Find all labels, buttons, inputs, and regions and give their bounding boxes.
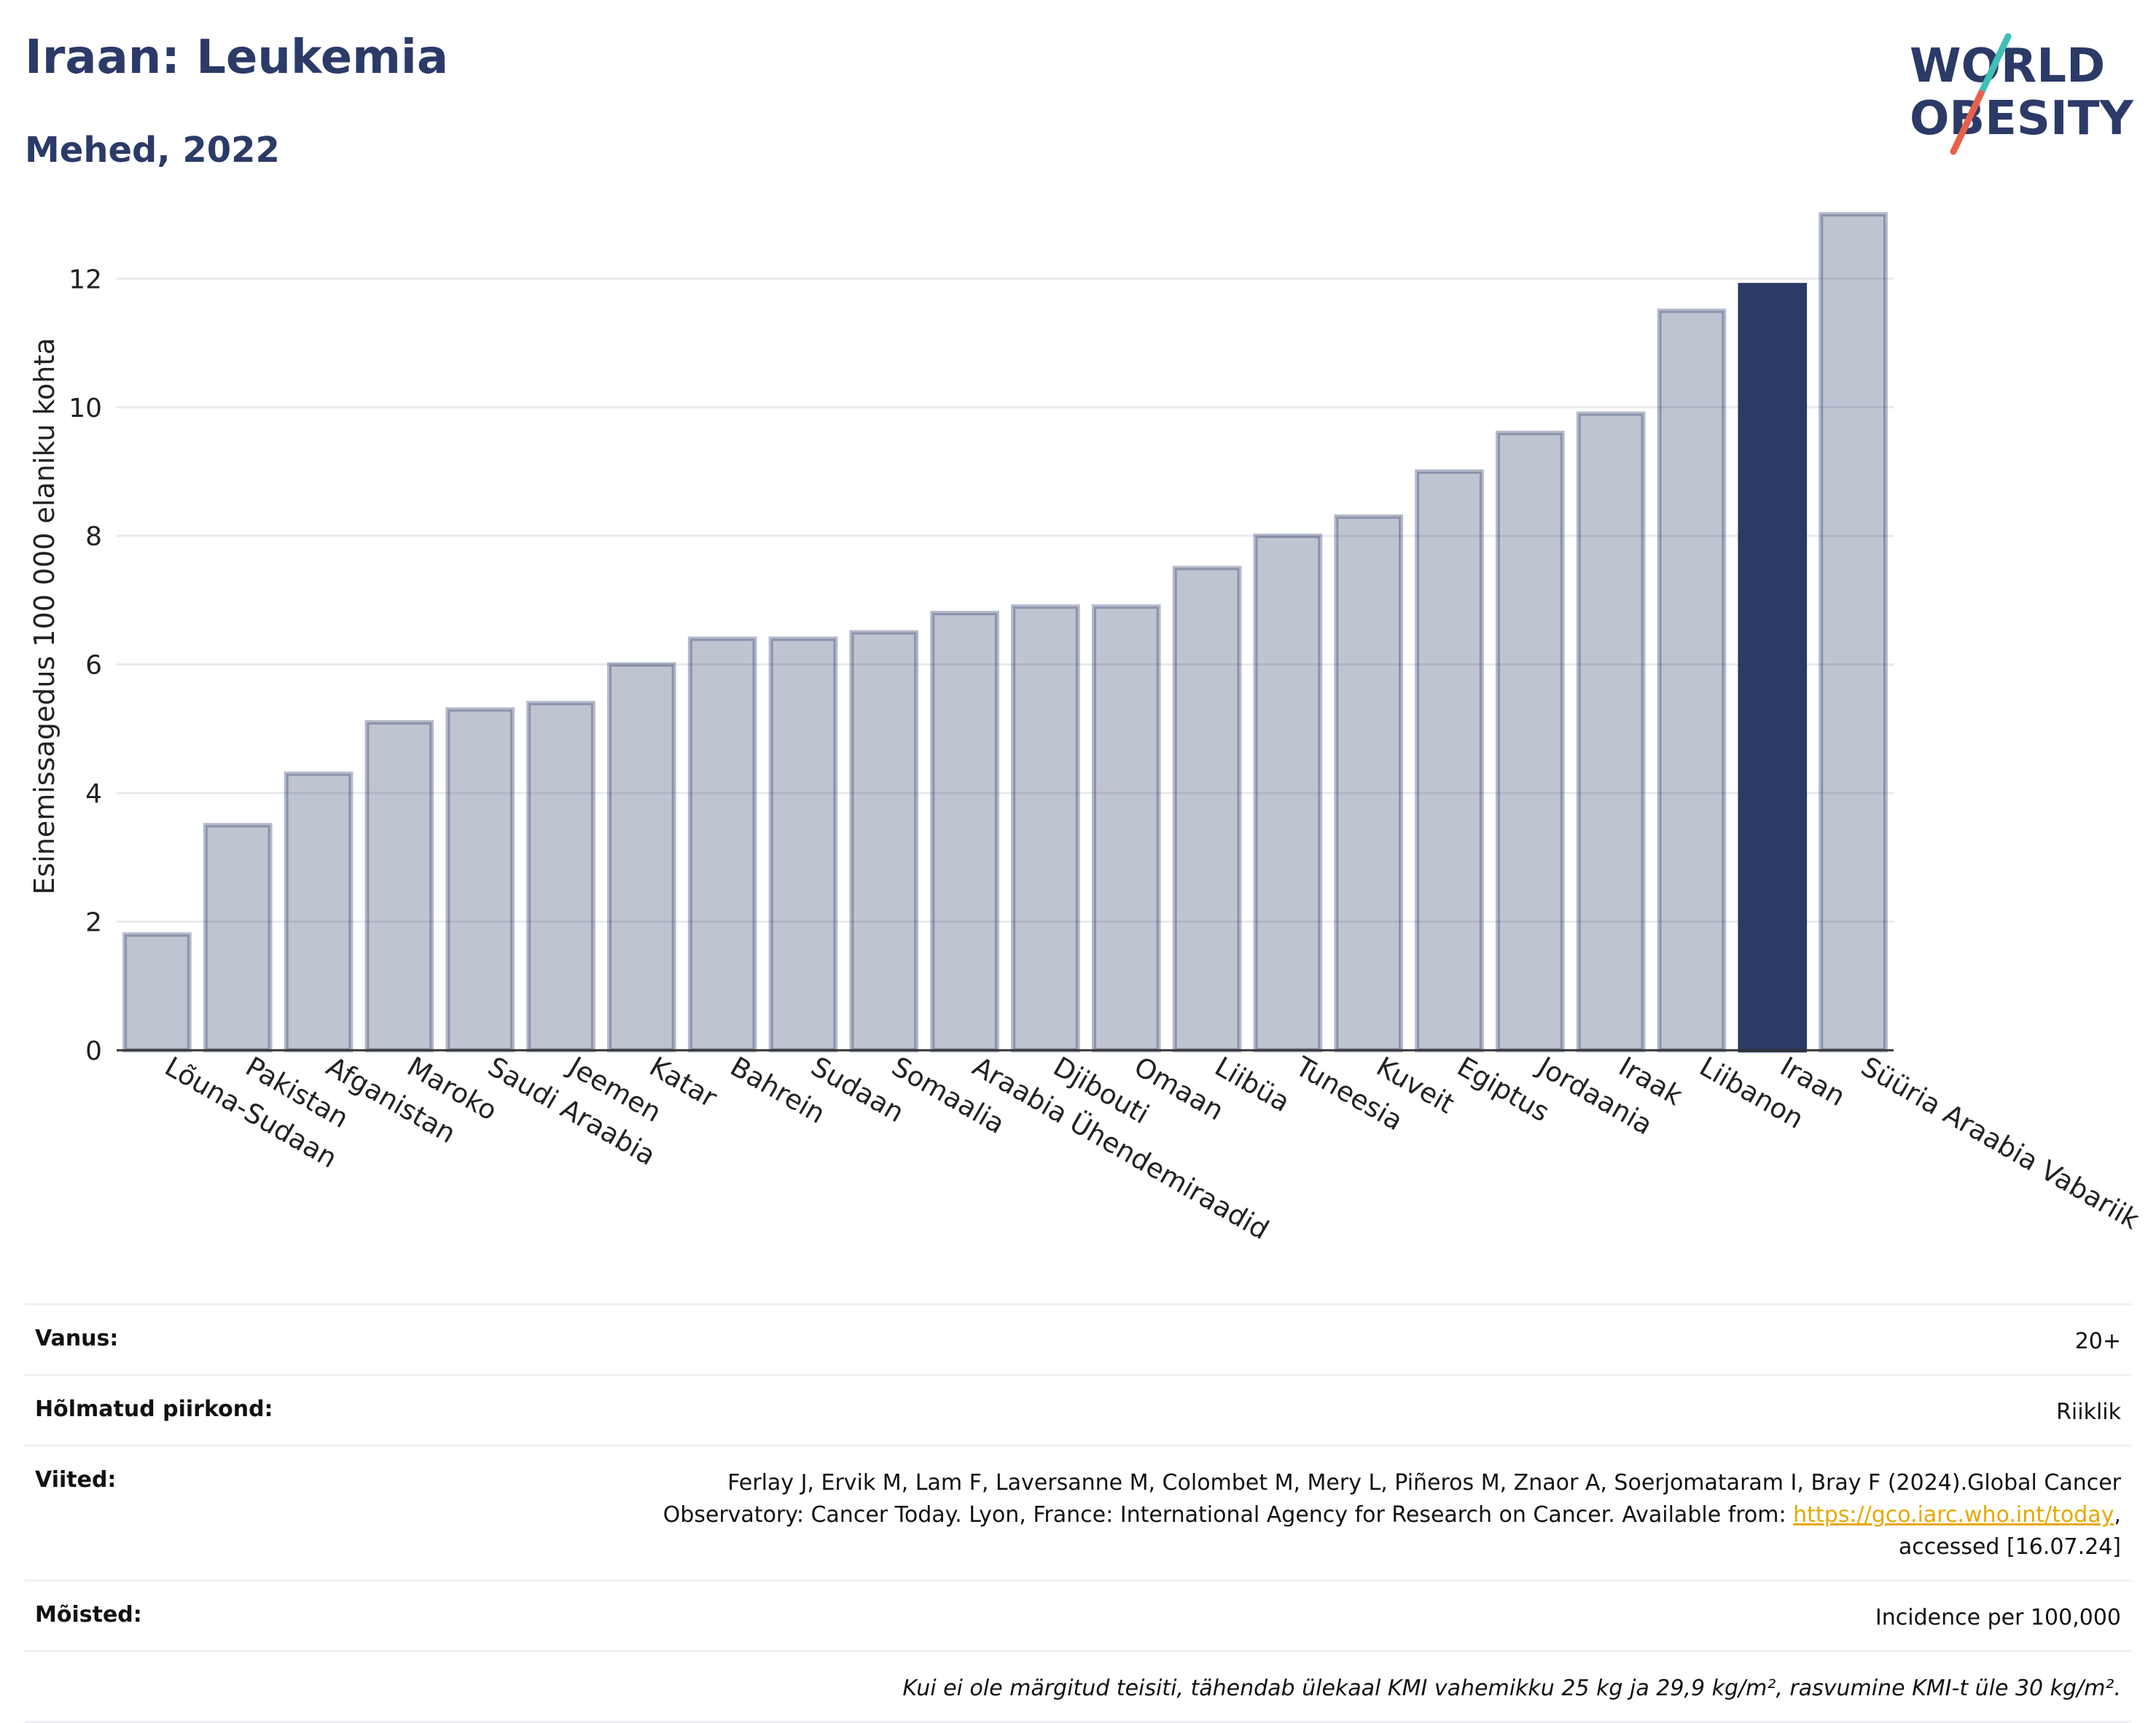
logo-line1: WORLD <box>1910 39 2105 93</box>
definitions-value: Incidence per 100,000 <box>1875 1605 2121 1630</box>
bar-araabia-ühendemiraadid <box>930 611 999 1052</box>
bars <box>122 212 1888 1053</box>
bar-omaan <box>1091 604 1161 1052</box>
logo-slash-teal <box>1977 33 2012 97</box>
info-row-age: Vanus: 20+ <box>25 1303 2131 1374</box>
references-value: Ferlay J, Ervik M, Lam F, Laversanne M, … <box>590 1467 2121 1563</box>
bar-süüria-araabia-vabariik <box>1819 212 1888 1053</box>
info-row-region: Hõlmatud piirkond: Riiklik <box>25 1374 2131 1445</box>
y-tick-label: 4 <box>85 779 102 809</box>
bar-afganistan <box>284 771 354 1052</box>
age-label: Vanus: <box>35 1326 119 1351</box>
page-subtitle: Mehed, 2022 <box>25 130 280 171</box>
region-label: Hõlmatud piirkond: <box>35 1396 273 1422</box>
bar-djibouti <box>1011 604 1080 1052</box>
bar-iraak <box>1576 411 1646 1052</box>
gridlines <box>117 277 1894 923</box>
logo-line2: OBESITY <box>1910 92 2133 146</box>
info-table: Vanus: 20+ Hõlmatud piirkond: Riiklik Vi… <box>25 1303 2131 1723</box>
bar-tuneesia <box>1253 534 1323 1052</box>
bar-liibüa <box>1172 566 1242 1052</box>
y-tick-label: 2 <box>85 908 102 938</box>
bar-jeemen <box>526 700 595 1052</box>
y-tick-label: 10 <box>69 394 102 423</box>
bar-somaalia <box>849 630 919 1052</box>
y-tick-label: 6 <box>85 651 102 681</box>
bar-egiptus <box>1415 469 1484 1052</box>
bar-liibanon <box>1657 308 1727 1052</box>
y-tick-label: 0 <box>85 1036 102 1066</box>
info-row-definitions: Mõisted: Incidence per 100,000 <box>25 1579 2131 1650</box>
bar-iraan <box>1738 283 1808 1053</box>
world-obesity-logo: WORLD OBESITY <box>1910 33 2133 155</box>
y-tick-label: 8 <box>85 522 102 552</box>
y-axis-label: Esinemissagedus 100 000 elaniku kohta <box>28 337 60 894</box>
bar-kuveit <box>1334 514 1404 1052</box>
x-tick-label: Süüria Araabia Vabariik <box>1856 1051 2145 1236</box>
bar-pakistan <box>203 823 273 1052</box>
references-tail: , accessed [16.07.24] <box>1898 1502 2121 1560</box>
references-text: Ferlay J, Ervik M, Lam F, Laversanne M, … <box>663 1470 2121 1528</box>
bar-lõuna-sudaan <box>122 932 192 1052</box>
bar-sudaan <box>768 636 838 1052</box>
bar-bahrein <box>687 636 757 1052</box>
references-link[interactable]: https://gco.iarc.who.int/today <box>1793 1502 2114 1528</box>
x-axis-ticks: Lõuna-SudaanPakistanAfganistanMarokoSaud… <box>160 1050 2145 1246</box>
info-row-references: Viited: Ferlay J, Ervik M, Lam F, Lavers… <box>25 1445 2131 1579</box>
page-title: Iraan: Leukemia <box>25 31 448 85</box>
age-value: 20+ <box>2074 1329 2121 1354</box>
bar-jordaania <box>1495 431 1565 1052</box>
region-value: Riiklik <box>2056 1399 2121 1425</box>
bar-chart: 0 2 4 6 8 10 12 Lõuna-SudaanPakistanAfganistan… <box>28 212 2145 1246</box>
references-label: Viited: <box>35 1467 117 1493</box>
bar-saudi-araabia <box>445 707 515 1053</box>
logo-slash-red <box>1950 90 1985 155</box>
info-row-note: Kui ei ole märgitud teisiti, tähendab ül… <box>25 1650 2131 1723</box>
y-tick-label: 12 <box>69 265 102 294</box>
definitions-label: Mõisted: <box>35 1602 142 1628</box>
bar-maroko <box>364 720 434 1052</box>
bar-katar <box>606 662 676 1052</box>
bmi-note: Kui ei ole märgitud teisiti, tähendab ül… <box>902 1676 2121 1701</box>
x-tick-label: Egiptus <box>1452 1051 1555 1128</box>
y-axis-ticks: 0 2 4 6 8 10 12 <box>69 265 102 1066</box>
